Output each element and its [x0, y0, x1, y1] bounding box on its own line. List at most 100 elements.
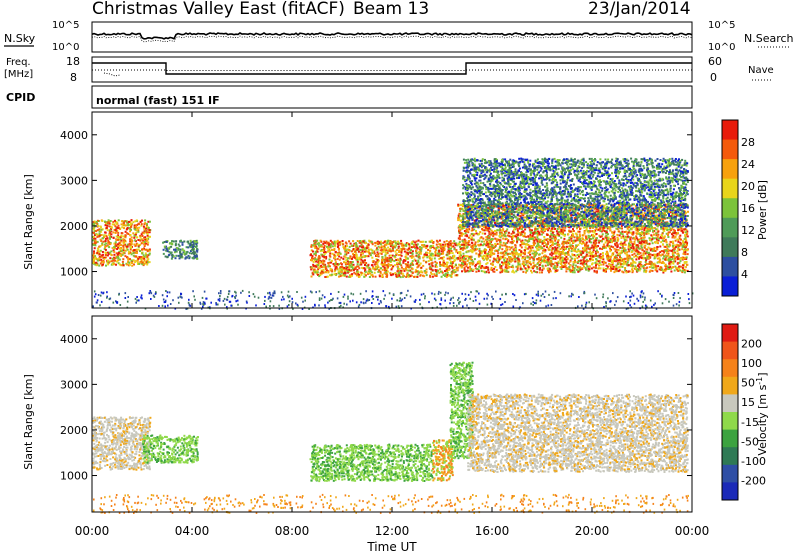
- scatter-cell: [545, 228, 547, 230]
- scatter-cell: [618, 249, 620, 251]
- scatter-cell: [624, 267, 626, 269]
- scatter-cell: [318, 245, 320, 247]
- scatter-cell: [439, 261, 441, 263]
- scatter-cell: [98, 265, 100, 267]
- scatter-cell: [101, 220, 103, 222]
- scatter-cell: [136, 229, 138, 231]
- scatter-cell: [621, 231, 623, 233]
- scatter-cell: [99, 251, 101, 253]
- scatter-cell: [430, 259, 432, 261]
- scatter-cell: [548, 249, 550, 251]
- scatter-cell: [367, 272, 369, 274]
- scatter-cell: [382, 269, 384, 271]
- noise-tick-left-top: 10^5: [52, 20, 79, 31]
- freq-units-label: [MHz]: [4, 69, 33, 80]
- scatter-cell: [311, 276, 313, 278]
- scatter-cell: [402, 273, 404, 275]
- scatter-cell: [121, 232, 123, 234]
- scatter-cell: [365, 274, 367, 276]
- scatter-cell: [489, 251, 491, 253]
- scatter-cell: [133, 252, 135, 254]
- scatter-cell: [318, 275, 320, 277]
- scatter-cell: [118, 252, 120, 254]
- scatter-cell: [482, 233, 484, 235]
- scatter-cell: [408, 270, 410, 272]
- scatter-cell: [342, 243, 344, 245]
- scatter-cell: [459, 210, 461, 212]
- scatter-cell: [554, 258, 556, 260]
- scatter-cell: [573, 263, 575, 265]
- scatter-cell: [448, 248, 450, 250]
- scatter-cell: [380, 267, 382, 269]
- scatter-cell: [350, 266, 352, 268]
- scatter-cell: [430, 272, 432, 274]
- scatter-cell: [657, 265, 659, 267]
- scatter-cell: [417, 255, 419, 257]
- scatter-cell: [432, 276, 434, 278]
- scatter-cell: [426, 252, 428, 254]
- scatter-cell: [142, 262, 144, 264]
- scatter-cell: [521, 246, 523, 248]
- scatter-cell: [163, 249, 165, 251]
- scatter-cell: [475, 271, 477, 273]
- scatter-cell: [644, 236, 646, 238]
- scatter-cell: [428, 260, 430, 262]
- scatter-cell: [142, 235, 144, 237]
- scatter-cell: [423, 256, 425, 258]
- scatter-cell: [387, 271, 389, 273]
- scatter-cell: [602, 252, 604, 254]
- scatter-cell: [445, 265, 447, 267]
- scatter-cell: [98, 258, 100, 260]
- scatter-cell: [380, 241, 382, 243]
- scatter-cell: [179, 252, 181, 254]
- scatter-cell: [382, 256, 384, 258]
- scatter-cell: [443, 241, 445, 243]
- scatter-cell: [405, 276, 407, 278]
- scatter-cell: [359, 276, 361, 278]
- scatter-cell: [607, 242, 609, 244]
- scatter-cell: [666, 244, 668, 246]
- scatter-cell: [532, 238, 534, 240]
- scatter-cell: [397, 266, 399, 268]
- scatter-cell: [681, 248, 683, 250]
- scatter-cell: [106, 225, 108, 227]
- scatter-cell: [599, 228, 601, 230]
- scatter-cell: [387, 266, 389, 268]
- scatter-cell: [140, 261, 142, 263]
- scatter-cell: [674, 237, 676, 239]
- nave-tick-bottom: 0: [710, 71, 717, 84]
- scatter-cell: [133, 244, 135, 246]
- scatter-cell: [361, 246, 363, 248]
- scatter-cell: [677, 250, 679, 252]
- scatter-cell: [171, 258, 173, 260]
- scatter-cell: [589, 235, 591, 237]
- scatter-cell: [615, 268, 617, 270]
- scatter-cell: [360, 249, 362, 251]
- scatter-cell: [113, 231, 115, 233]
- scatter-cell: [519, 249, 521, 251]
- scatter-cell: [607, 254, 609, 256]
- scatter-cell: [591, 247, 593, 249]
- scatter-cell: [122, 258, 124, 260]
- scatter-cell: [684, 253, 686, 255]
- scatter-cell: [125, 250, 127, 252]
- scatter-cell: [187, 241, 189, 243]
- scatter-cell: [409, 275, 411, 277]
- scatter-cell: [131, 240, 133, 242]
- scatter-cell: [674, 230, 676, 232]
- scatter-cell: [648, 233, 650, 235]
- scatter-cell: [475, 253, 477, 255]
- scatter-cell: [663, 230, 665, 232]
- scatter-cell: [99, 254, 101, 256]
- scatter-cell: [320, 254, 322, 256]
- scatter-cell: [594, 218, 596, 220]
- scatter-cell: [384, 251, 386, 253]
- scatter-cell: [351, 245, 353, 247]
- scatter-cell: [348, 240, 350, 242]
- scatter-cell: [467, 260, 469, 262]
- scatter-cell: [345, 259, 347, 261]
- scatter-cell: [97, 250, 99, 252]
- scatter-cell: [136, 236, 138, 238]
- scatter-cell: [521, 253, 523, 255]
- scatter-cell: [140, 221, 142, 223]
